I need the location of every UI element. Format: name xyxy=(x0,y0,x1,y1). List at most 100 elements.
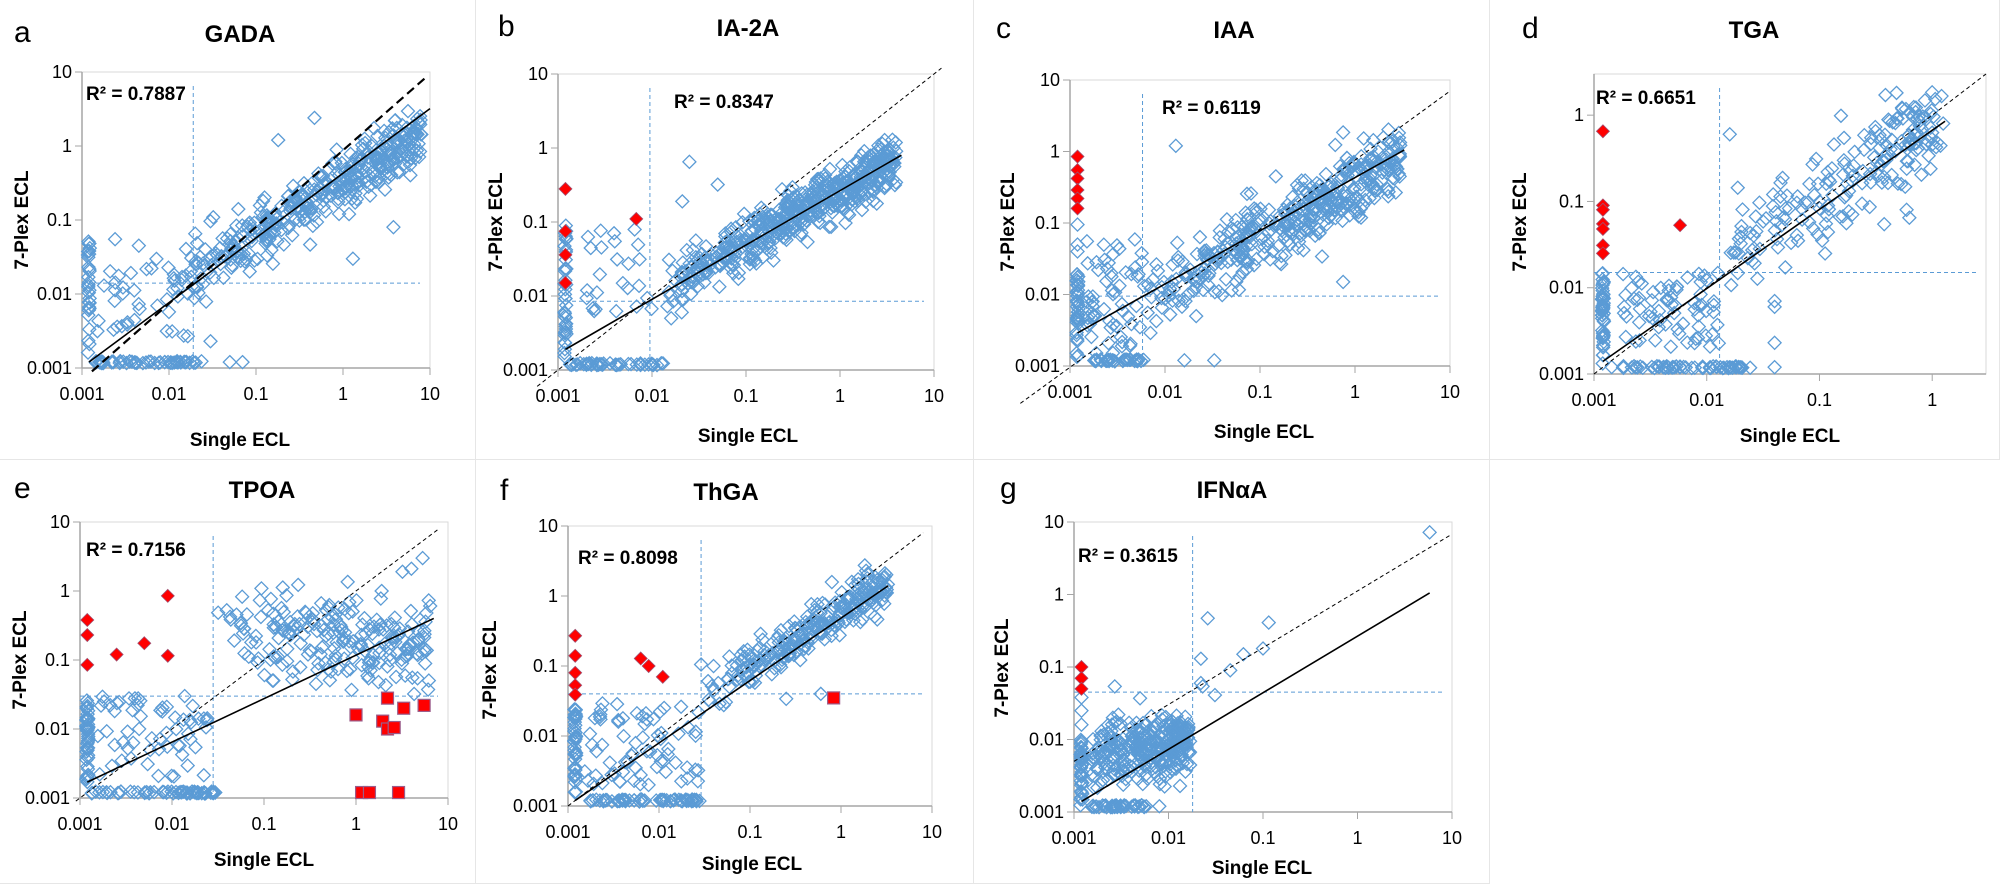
data-point xyxy=(1389,161,1405,177)
data-point xyxy=(631,278,647,294)
data-point xyxy=(1709,317,1725,333)
data-point xyxy=(79,752,94,768)
data-point xyxy=(1165,722,1181,738)
y-tick-label: 1 xyxy=(1574,105,1584,125)
data-point xyxy=(305,218,321,234)
data-point xyxy=(1218,271,1234,287)
data-point xyxy=(822,161,838,177)
data-point xyxy=(180,758,196,774)
data-point xyxy=(731,265,747,281)
data-point xyxy=(369,142,385,158)
data-point xyxy=(394,134,409,150)
data-point xyxy=(1105,345,1121,361)
highlight-diamond xyxy=(1074,681,1089,696)
data-point xyxy=(1921,148,1937,164)
data-point xyxy=(371,621,387,637)
data-point xyxy=(309,623,325,639)
data-point xyxy=(330,185,346,201)
data-point xyxy=(302,643,318,658)
data-point xyxy=(1093,732,1109,748)
data-point xyxy=(1088,345,1104,361)
y-tick-label: 0.01 xyxy=(35,719,70,739)
panel-letter: c xyxy=(996,12,1011,45)
data-point xyxy=(1085,746,1101,762)
data-point xyxy=(1868,164,1884,180)
data-point xyxy=(1386,171,1402,187)
data-point xyxy=(80,716,96,732)
data-point xyxy=(1131,798,1147,814)
data-point xyxy=(1894,100,1910,116)
data-point xyxy=(285,664,301,679)
data-point xyxy=(621,256,636,272)
data-point xyxy=(746,250,761,266)
data-point xyxy=(355,617,370,633)
data-point xyxy=(871,586,886,602)
data-point xyxy=(1666,305,1682,321)
data-point xyxy=(1595,356,1611,371)
data-point xyxy=(262,641,277,657)
data-point xyxy=(865,586,881,602)
data-point xyxy=(823,219,839,235)
data-point xyxy=(1234,234,1250,250)
data-point xyxy=(290,608,306,624)
data-point xyxy=(853,184,869,199)
data-point xyxy=(1154,708,1170,723)
data-point xyxy=(1074,784,1090,800)
data-point xyxy=(754,657,769,673)
data-point xyxy=(401,154,417,169)
highlight-diamond xyxy=(558,275,573,291)
data-point xyxy=(824,205,840,220)
data-point xyxy=(1702,360,1718,376)
data-point xyxy=(739,664,755,680)
data-point xyxy=(80,345,96,361)
data-point xyxy=(242,264,258,279)
data-point xyxy=(176,712,191,728)
data-point xyxy=(718,234,734,249)
data-point xyxy=(257,667,272,683)
data-point xyxy=(821,175,837,191)
data-point xyxy=(1169,743,1185,759)
x-tick-label: 0.01 xyxy=(1151,828,1186,848)
data-point xyxy=(1901,135,1917,151)
data-point xyxy=(279,587,294,603)
data-point xyxy=(105,354,121,369)
data-point xyxy=(1767,223,1783,238)
y-axis-label: 7-Plex ECL xyxy=(486,172,507,272)
data-point xyxy=(567,769,583,785)
data-point xyxy=(759,216,774,232)
data-point xyxy=(285,178,301,194)
data-point xyxy=(1116,758,1132,774)
data-point xyxy=(616,728,632,744)
data-point xyxy=(336,172,352,187)
data-point xyxy=(668,273,683,288)
data-point xyxy=(120,724,135,740)
data-point xyxy=(81,261,97,277)
data-point xyxy=(1304,179,1320,195)
data-point xyxy=(1290,240,1306,256)
data-point xyxy=(1844,207,1860,222)
regression-line xyxy=(1602,120,1946,363)
x-tick-label: 0.001 xyxy=(535,386,580,406)
data-point xyxy=(1186,270,1202,286)
data-point xyxy=(243,634,259,650)
y-tick-label: 10 xyxy=(1044,512,1064,532)
y-tick-label: 1 xyxy=(548,586,558,606)
data-point xyxy=(1908,142,1924,158)
data-point xyxy=(567,714,583,730)
data-point xyxy=(799,634,815,650)
data-point xyxy=(228,218,244,234)
y-tick-label: 10 xyxy=(538,516,558,536)
data-point xyxy=(1846,158,1862,174)
data-point xyxy=(592,709,608,725)
data-point xyxy=(341,206,357,222)
data-point xyxy=(1096,237,1112,253)
data-point xyxy=(1229,252,1245,268)
chart-svg: g IFNαA 0.001 0.01 0.1 1 10 0.001 0.01 0.1 1 10 Sing… xyxy=(992,472,1462,879)
data-point xyxy=(311,656,326,671)
data-point xyxy=(1150,263,1166,279)
data-point xyxy=(1924,84,1940,100)
data-point xyxy=(1132,730,1148,746)
data-point xyxy=(673,773,689,789)
data-point xyxy=(233,253,249,269)
data-point xyxy=(334,155,350,171)
